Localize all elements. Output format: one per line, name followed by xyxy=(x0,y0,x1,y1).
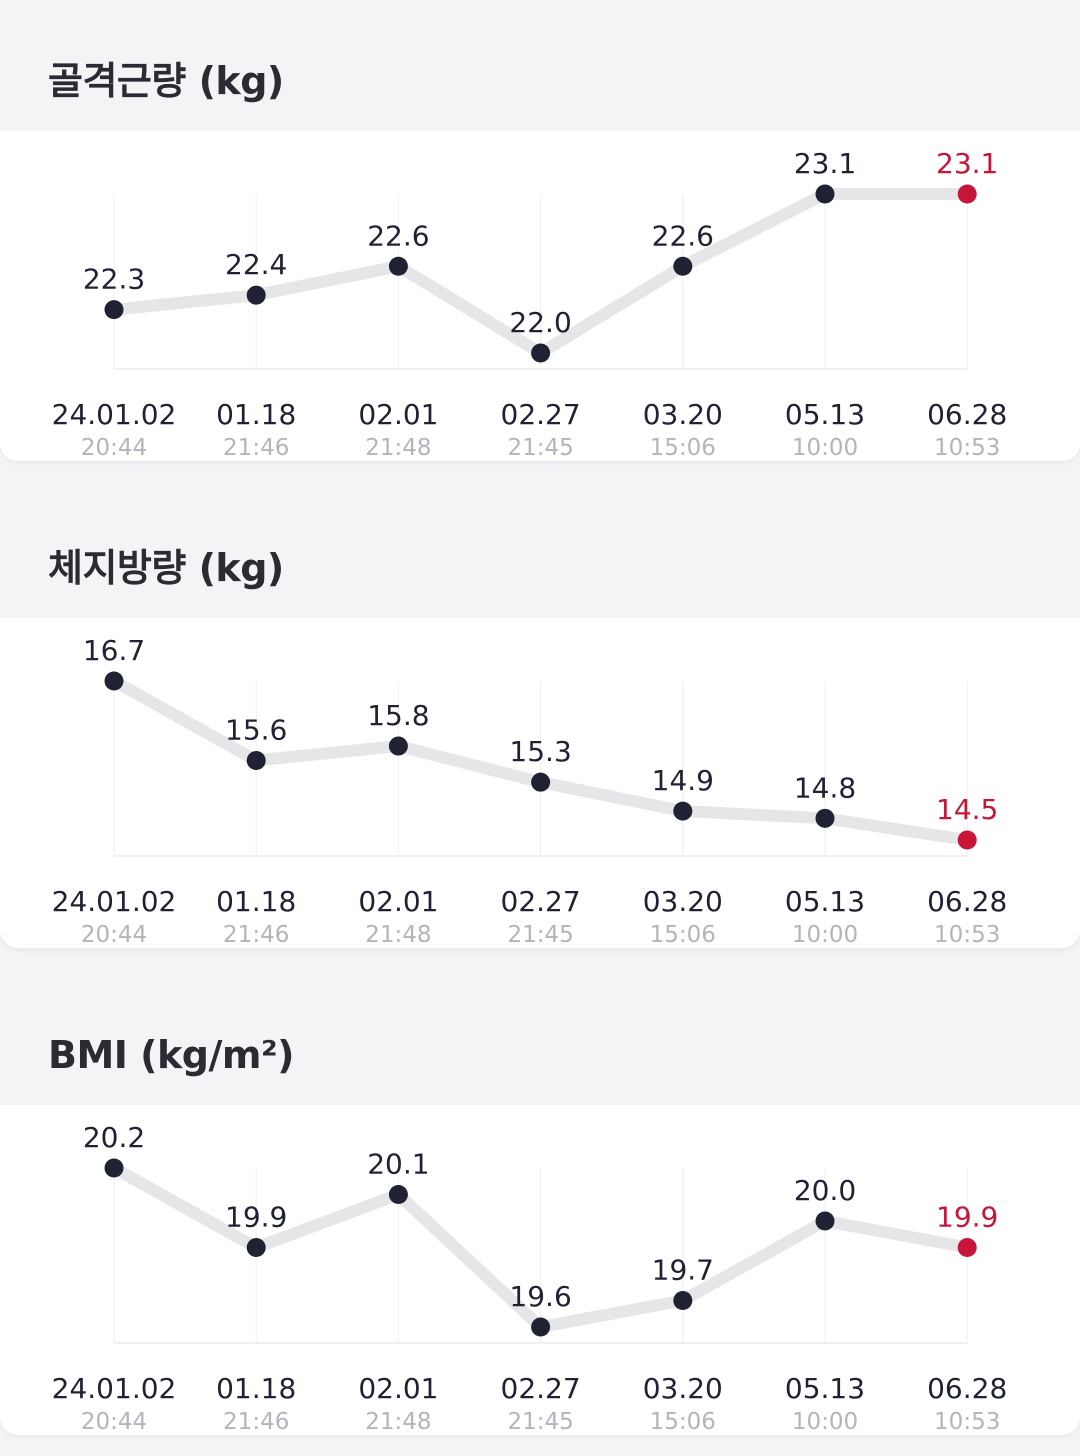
data-point[interactable] xyxy=(673,1291,693,1310)
x-tick-date-label: 02.27 xyxy=(501,398,581,431)
value-label: 22.4 xyxy=(225,248,287,281)
x-tick-time-label: 21:46 xyxy=(223,922,289,948)
x-tick-date-label: 24.01.02 xyxy=(52,1372,177,1405)
x-tick-date-label: 06.28 xyxy=(927,398,1007,431)
value-label: 14.8 xyxy=(794,771,856,804)
x-tick-time-label: 21:45 xyxy=(507,922,573,948)
data-point[interactable] xyxy=(815,1211,835,1231)
x-tick-time-label: 10:53 xyxy=(934,435,1000,461)
value-label: 19.6 xyxy=(509,1280,571,1313)
x-tick-date-label: 24.01.02 xyxy=(52,885,177,918)
x-tick-time-label: 20:44 xyxy=(81,1409,147,1435)
x-tick-date-label: 03.20 xyxy=(643,1372,723,1405)
data-point[interactable] xyxy=(246,751,266,770)
x-tick-time-label: 15:06 xyxy=(650,435,716,461)
data-point[interactable] xyxy=(815,808,835,828)
x-tick-date-label: 01.18 xyxy=(216,885,296,918)
value-label: 19.7 xyxy=(652,1254,714,1287)
value-label: 23.1 xyxy=(936,147,998,180)
x-tick-date-label: 24.01.02 xyxy=(52,398,177,431)
x-tick-time-label: 21:48 xyxy=(365,922,431,948)
x-tick-time-label: 21:48 xyxy=(365,1409,431,1435)
x-tick-time-label: 10:53 xyxy=(934,1409,1000,1435)
data-point[interactable] xyxy=(246,285,266,305)
x-tick-time-label: 21:48 xyxy=(365,435,431,461)
x-tick-time-label: 15:06 xyxy=(650,922,716,948)
data-point[interactable] xyxy=(246,1238,266,1257)
value-label: 14.5 xyxy=(936,793,998,826)
x-tick-date-label: 02.27 xyxy=(501,885,581,918)
value-label: 15.3 xyxy=(509,735,571,768)
data-point[interactable] xyxy=(531,772,551,792)
value-label: 20.1 xyxy=(367,1148,429,1181)
latest-data-point[interactable] xyxy=(957,184,977,204)
data-point[interactable] xyxy=(673,256,693,276)
x-tick-date-label: 05.13 xyxy=(785,1372,865,1405)
x-tick-time-label: 21:46 xyxy=(223,1409,289,1435)
value-label: 14.9 xyxy=(652,764,714,797)
x-tick-date-label: 02.01 xyxy=(358,1372,438,1405)
data-point[interactable] xyxy=(531,343,551,363)
data-point[interactable] xyxy=(104,300,124,320)
data-point[interactable] xyxy=(104,1158,124,1178)
line-chart-bmi: 20.2 19.9 20.1 19.6 19.7 20.0 19.9 24.01.02 20:4… xyxy=(52,1121,1008,1435)
data-point[interactable] xyxy=(673,801,693,821)
line-chart-body-fat: 16.7 15.6 15.8 15.3 14.9 14.8 14.5 24.01.02 20:4… xyxy=(52,634,1008,948)
x-tick-date-label: 02.27 xyxy=(501,1372,581,1405)
value-label: 20.2 xyxy=(83,1121,145,1154)
value-label: 16.7 xyxy=(83,634,145,667)
value-label: 20.0 xyxy=(794,1174,856,1207)
x-tick-time-label: 20:44 xyxy=(81,435,147,461)
x-tick-time-label: 10:00 xyxy=(792,1409,858,1435)
line-chart-skeletal-muscle: 22.3 22.4 22.6 22.0 22.6 23.1 23.1 24.01.02 20:4… xyxy=(52,147,1008,461)
section-title-skeletal-muscle: 골격근량 (kg) xyxy=(48,59,284,103)
value-label: 23.1 xyxy=(794,147,856,180)
x-tick-date-label: 01.18 xyxy=(216,1372,296,1405)
x-tick-time-label: 15:06 xyxy=(650,1409,716,1435)
data-point[interactable] xyxy=(388,1185,408,1204)
section-title-bmi: BMI (kg/m²) xyxy=(48,1033,294,1077)
data-point[interactable] xyxy=(388,736,408,756)
x-tick-date-label: 06.28 xyxy=(927,1372,1007,1405)
chart-card-skeletal-muscle: 22.3 22.4 22.6 22.0 22.6 23.1 23.1 24.01.02 20:4… xyxy=(0,131,1080,461)
value-label: 15.6 xyxy=(225,714,287,747)
data-point[interactable] xyxy=(388,256,408,276)
x-tick-time-label: 21:45 xyxy=(507,435,573,461)
data-point[interactable] xyxy=(531,1317,551,1337)
data-point[interactable] xyxy=(104,671,124,691)
latest-data-point[interactable] xyxy=(957,830,977,850)
latest-data-point[interactable] xyxy=(957,1238,977,1257)
x-tick-date-label: 03.20 xyxy=(643,885,723,918)
value-label: 22.3 xyxy=(83,263,145,296)
value-label: 22.0 xyxy=(509,306,571,339)
value-label: 19.9 xyxy=(225,1201,287,1234)
x-tick-date-label: 06.28 xyxy=(927,885,1007,918)
value-label: 15.8 xyxy=(367,699,429,732)
x-tick-date-label: 01.18 xyxy=(216,398,296,431)
data-point[interactable] xyxy=(815,184,835,204)
x-tick-time-label: 20:44 xyxy=(81,922,147,948)
value-label: 19.9 xyxy=(936,1201,998,1234)
x-tick-time-label: 21:46 xyxy=(223,435,289,461)
x-tick-date-label: 03.20 xyxy=(643,398,723,431)
x-tick-date-label: 05.13 xyxy=(785,398,865,431)
value-label: 22.6 xyxy=(652,219,714,252)
x-tick-time-label: 10:53 xyxy=(934,922,1000,948)
x-tick-date-label: 02.01 xyxy=(358,885,438,918)
x-tick-date-label: 02.01 xyxy=(358,398,438,431)
x-tick-time-label: 10:00 xyxy=(792,922,858,948)
x-tick-time-label: 21:45 xyxy=(507,1409,573,1435)
value-label: 22.6 xyxy=(367,219,429,252)
x-tick-time-label: 10:00 xyxy=(792,435,858,461)
chart-card-body-fat: 16.7 15.6 15.8 15.3 14.9 14.8 14.5 24.01.02 20:4… xyxy=(0,618,1080,948)
x-tick-date-label: 05.13 xyxy=(785,885,865,918)
section-title-body-fat: 체지방량 (kg) xyxy=(48,546,284,590)
chart-card-bmi: 20.2 19.9 20.1 19.6 19.7 20.0 19.9 24.01.02 20:4… xyxy=(0,1105,1080,1435)
